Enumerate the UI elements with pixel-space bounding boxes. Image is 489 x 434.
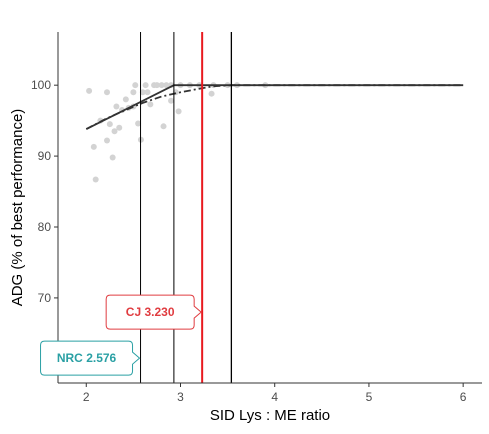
x-tick-label: 3	[177, 390, 184, 404]
callout-name: NRC	[57, 351, 86, 365]
x-tick-label: 6	[460, 390, 467, 404]
x-axis-title: SID Lys : ME ratio	[210, 407, 330, 424]
data-point	[111, 128, 118, 135]
data-point	[113, 103, 120, 110]
data-point	[132, 82, 139, 89]
callout-label-nrc: NRC 2.576	[57, 351, 117, 365]
data-point	[92, 176, 99, 183]
callout-value: 3.230	[144, 305, 174, 319]
data-point	[208, 90, 215, 97]
x-tick-label: 5	[366, 390, 373, 404]
data-point	[109, 154, 116, 161]
data-point	[142, 82, 149, 89]
data-point	[153, 82, 160, 89]
callout-name: CJ	[126, 305, 145, 319]
data-point	[116, 124, 123, 131]
data-point	[158, 82, 165, 89]
data-point	[122, 96, 129, 103]
x-tick-label: 2	[83, 390, 90, 404]
data-point	[175, 108, 182, 115]
callout-box-nrc	[40, 340, 141, 376]
y-tick-label: 80	[38, 220, 52, 234]
data-point	[144, 89, 151, 96]
data-point	[130, 89, 137, 96]
data-point	[103, 137, 110, 144]
callout-value: 2.576	[86, 351, 116, 365]
callout-label-cj: CJ 3.230	[126, 305, 175, 319]
y-tick-label: 90	[38, 149, 52, 163]
callout-box-cj	[105, 294, 202, 330]
y-axis-title: ADG (% of best performance)	[9, 109, 26, 307]
fit-line-dashdot	[85, 84, 464, 130]
data-point	[90, 143, 97, 150]
data-point	[168, 97, 175, 104]
data-point	[103, 89, 110, 96]
data-point	[135, 120, 142, 127]
data-point	[147, 101, 154, 108]
x-tick-label: 4	[271, 390, 278, 404]
data-point	[86, 87, 93, 94]
data-point	[160, 123, 167, 130]
data-point	[106, 121, 113, 128]
y-tick-label: 100	[31, 78, 51, 92]
data-point	[139, 89, 146, 96]
y-tick-label: 70	[38, 291, 52, 305]
data-point	[163, 82, 170, 89]
